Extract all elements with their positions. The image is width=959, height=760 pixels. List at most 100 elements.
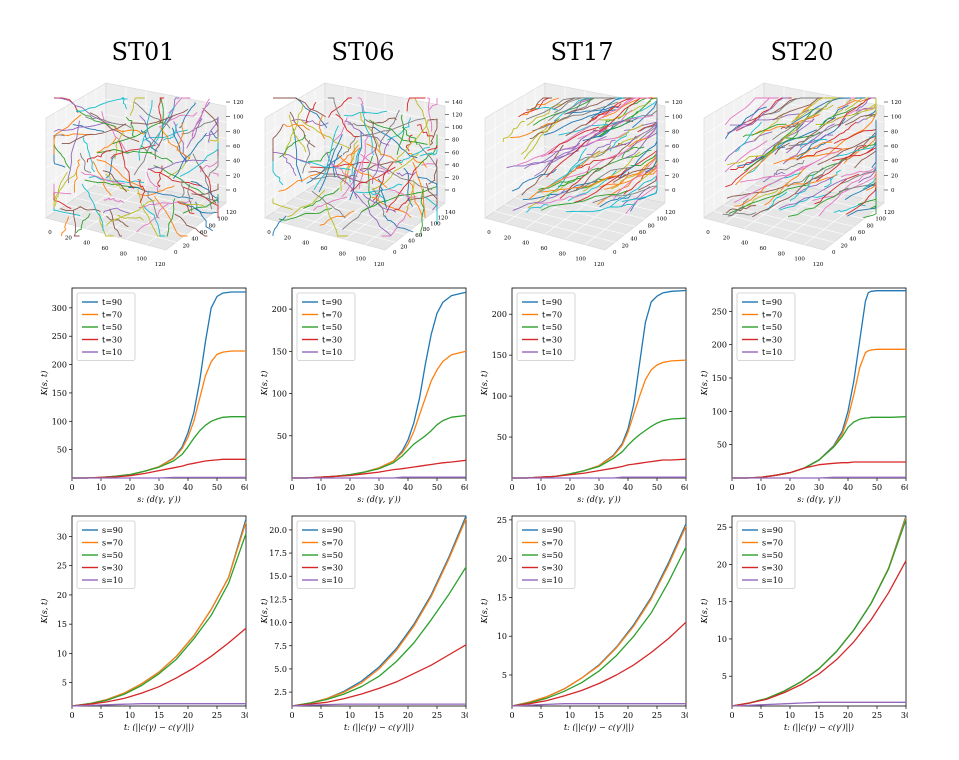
z-tick-label: 40 [452,163,459,169]
y-tick-label: 120 [438,216,449,222]
trajectory [427,97,433,132]
trajectory [564,166,632,194]
legend-box [296,292,356,361]
trajectory [109,208,122,237]
trajectory [160,127,191,160]
x-tick-label: 60 [102,246,109,252]
trajectory [773,141,833,165]
y-tick-label: 0 [613,250,617,256]
legend: t=90 t=70 t=50 t=30 t=10 [736,292,796,361]
trajectory [777,151,840,182]
trajectory [209,137,219,143]
trajectory [615,123,644,138]
trajectory [352,190,392,237]
trajectory [142,129,188,142]
trajectory [136,203,169,233]
trajectory [527,180,570,209]
trajectory [845,181,877,215]
z-tick-label: 40 [891,159,898,165]
legend-label: t=50 [102,323,122,332]
series-line-t-30 [72,458,246,479]
trajectory [598,119,616,129]
trajectory [137,189,161,237]
trajectory [288,114,307,153]
trajectory [620,186,651,208]
legend-label: t=10 [322,348,342,357]
trajectory [543,109,617,136]
y-tick-label: 10 [57,649,67,658]
grid-line [584,198,646,245]
x-tick-label: 30 [461,711,468,720]
plot3d-st01: 0204060801001200204060801001201201008060… [45,82,244,268]
trajectory [582,97,649,131]
trajectory [429,119,438,146]
x-tick-label: 0 [487,230,491,236]
x-tick-label: 30 [901,711,908,720]
trajectory [53,183,72,195]
trajectory [371,196,412,218]
x-axis-label: s: (d(γ, γ′)) [357,495,400,504]
trajectory [84,179,140,189]
series-line-t-10 [292,476,466,479]
plot-ks-st06: 0 10 20 30 40 50 60 50 100 150 200 s: (d(γ, γ′)) K(s… [260,287,468,504]
trajectory [395,119,429,164]
z-tick-label: 120 [452,113,463,119]
trajectory [186,118,203,149]
legend-label: t=50 [322,323,342,332]
trajectory [372,161,394,201]
trajectory [393,196,411,212]
legend-box [76,292,136,361]
series-line-t-30 [512,458,687,479]
trajectory [621,146,645,159]
y-tick-label: 150 [492,351,507,360]
z-tick-label: 60 [233,144,240,150]
y-axis-label: K(s, t) [260,371,269,397]
trajectory [619,137,658,178]
trajectory [208,119,219,143]
trajectory [183,186,219,219]
x-tick-label: 25 [212,711,222,720]
trajectory [332,146,343,178]
trajectory [313,125,339,190]
legend-label: t=30 [542,336,562,345]
z-tick-label: 0 [233,188,237,194]
trajectory [521,126,548,155]
legend-label: t=10 [762,348,782,357]
x-tick-label: 80 [559,251,566,257]
x-tick-label: 10 [125,711,135,720]
trajectory [869,197,877,210]
trajectory [788,112,860,147]
y-axis-label: K(s, t) [40,371,49,397]
y-tick-label: 300 [52,304,67,313]
trajectory [349,131,363,200]
series-line-t-10 [512,476,686,479]
y-tick-label: 250 [52,332,67,341]
y-axis-label: K(s, t) [700,599,709,625]
trajectory [168,97,191,114]
trajectory [722,211,757,217]
y-tick-label: 20.0 [269,526,287,535]
trajectory [541,190,628,211]
trajectory [118,141,135,189]
legend-label: s=70 [542,539,563,548]
trajectory [79,152,92,173]
trajectory [377,178,388,209]
trajectory [379,164,433,191]
y-axis-label: K(s, t) [260,599,269,625]
trajectory [369,119,428,145]
trajectory [837,97,872,127]
plot-kt-st01: 0 5 10 15 20 25 30 5 10 15 20 25 30 t: (||c(γ) − c(γ′… [40,515,248,732]
trajectory [396,114,405,155]
trajectory [125,116,136,138]
series-line-s-10 [731,701,906,707]
column-title-st20: ST20 [770,38,834,66]
legend-label: s=50 [542,551,563,560]
y-tick-label: 50 [57,446,67,455]
trajectory [102,207,131,215]
trajectory [747,137,784,174]
trajectory [795,176,833,195]
trajectory [784,147,852,163]
trajectory [599,195,631,208]
grid-line [484,161,546,202]
